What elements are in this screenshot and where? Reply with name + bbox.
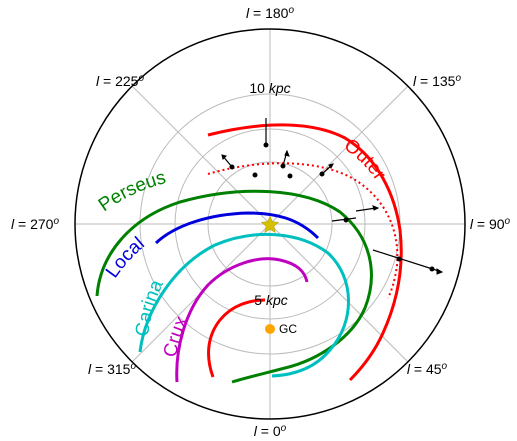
local-arm (154, 211, 320, 245)
longitude-label-0: l = 0o (254, 423, 287, 439)
carina-arm-label: Carina (132, 276, 168, 337)
maser-7 (331, 205, 380, 223)
maser-markers (221, 118, 444, 275)
maser-8 (372, 249, 444, 275)
distance-label-5kpc: 5 kpc (254, 292, 287, 308)
frame-circle (74, 28, 466, 420)
longitude-label-270: l = 270o (11, 216, 59, 232)
longitude-label-225: l = 225o (96, 73, 144, 89)
maser-2 (221, 154, 235, 170)
inner-red-arm (207, 298, 266, 378)
longitude-label-315: l = 315o (88, 361, 136, 377)
maser-4 (252, 172, 258, 178)
perseus-arm-label: Perseus (95, 167, 168, 216)
sun-marker (260, 215, 280, 234)
longitude-label-90: l = 90o (470, 216, 511, 232)
maser-6 (319, 163, 334, 177)
spiral-arms (95, 123, 403, 384)
distance-label-10kpc: 10 kpc (249, 80, 290, 96)
gc-marker (265, 324, 275, 334)
longitude-label-180: l = 180o (246, 5, 294, 21)
longitude-label-45: l = 45o (407, 361, 448, 377)
crux-arm (175, 257, 309, 383)
perseus-arm (95, 189, 373, 384)
gc-label: GC (279, 322, 297, 336)
longitude-label-135: l = 135o (413, 73, 461, 89)
outer-arm-dotted (207, 162, 399, 299)
carina-arm (138, 232, 350, 378)
maser-3 (280, 149, 290, 169)
longitude-labels: l = 180o l = 225o l = 135o l = 270o l = … (11, 5, 511, 439)
maser-1 (263, 118, 269, 148)
crux-arm-label: Crux (160, 313, 192, 359)
maser-5 (287, 173, 293, 179)
outer-arm (207, 123, 403, 382)
